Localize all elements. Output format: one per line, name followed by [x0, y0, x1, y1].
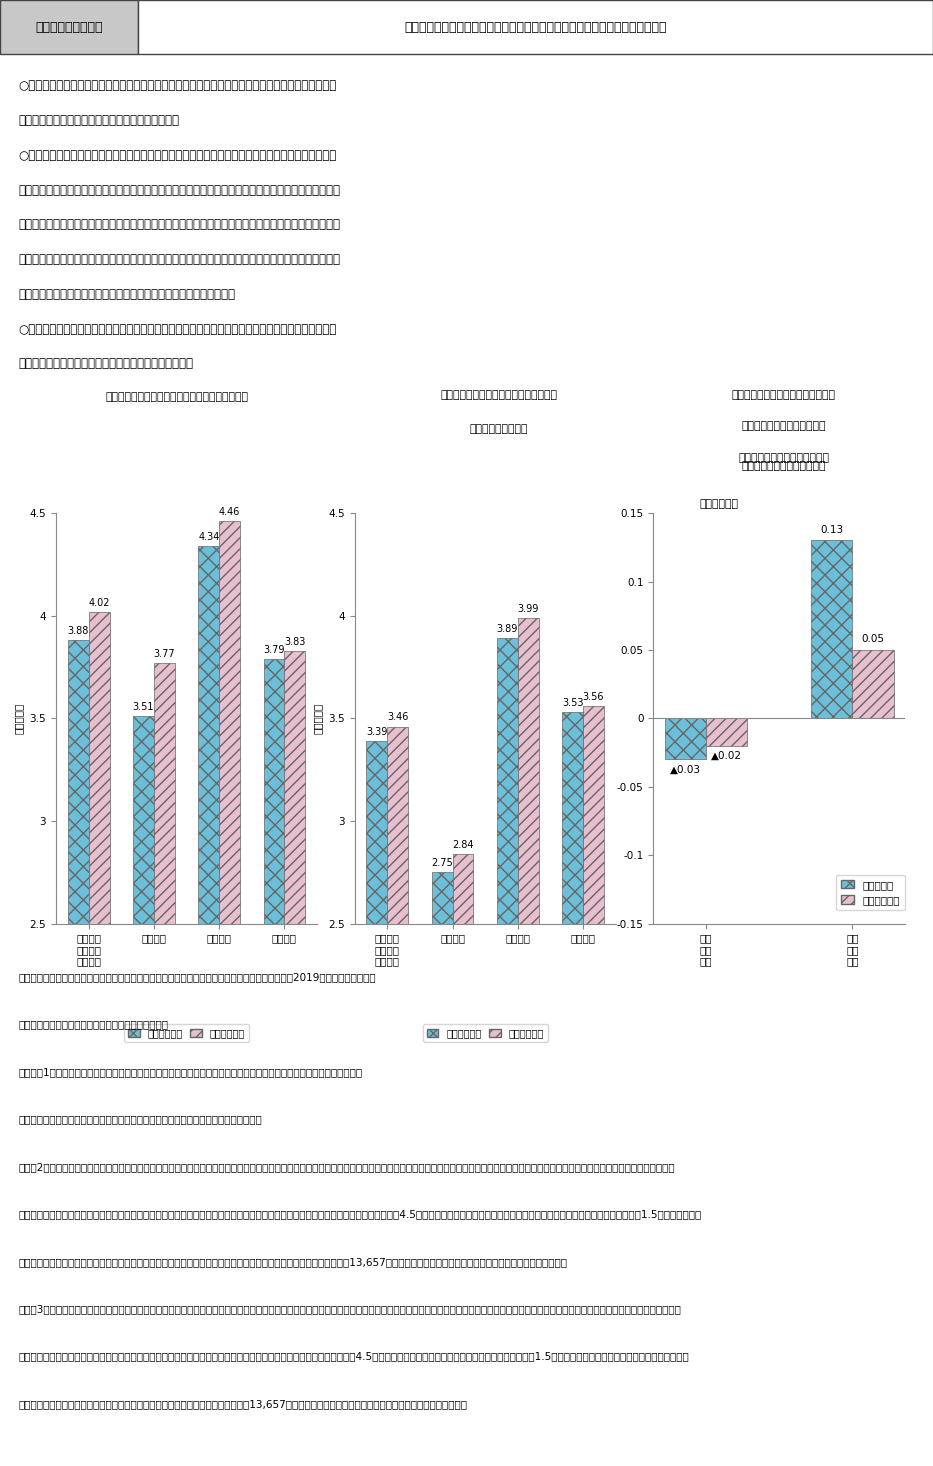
Text: 3）（２）におけるワーク・エンゲイジメント・スコアは、調査時点の主な仕事に対する認識として、「仕事をしていると、活力がみなぎるように感じる」（活力）「仕事に熱心: 3）（２）におけるワーク・エンゲイジメント・スコアは、調査時点の主な仕事に対する… — [19, 1305, 681, 1314]
Text: （１）自社の正社員に対する企業の主観的な認識: （１）自社の正社員に対する企業の主観的な認識 — [105, 391, 249, 402]
Text: いる。他方、人手適当企業では、企業は平均値より相当程度高いと認識している一方で、正社員は: いる。他方、人手適当企業では、企業は平均値より相当程度高いと認識している一方で、… — [19, 254, 341, 265]
Text: 2.84: 2.84 — [453, 840, 474, 850]
Legend: 人手不足企業, 人手適当企業: 人手不足企業, 人手適当企業 — [124, 1025, 249, 1042]
Bar — [89, 611, 109, 924]
Bar — [367, 740, 387, 924]
Bar — [432, 872, 453, 924]
Text: まらない（＝０点）」とした上で、「活力」「熱意」「没頭」の３項目について、労使の認識が把握できる13,657サンプルについて、１項目当たりの平均値として算出して: まらない（＝０点）」とした上で、「活力」「熱意」「没頭」の３項目について、労使の… — [19, 1256, 567, 1267]
Bar — [138, 0, 933, 54]
Text: 平均値（０点）からの乖離幅: 平均値（０点）からの乖離幅 — [742, 462, 826, 472]
Y-axis label: （スコア）: （スコア） — [313, 702, 323, 734]
Text: 正社員における認識: 正社員における認識 — [470, 424, 528, 434]
Bar — [264, 658, 285, 924]
Bar — [387, 727, 408, 924]
Text: （ポイント）: （ポイント） — [700, 500, 739, 509]
Legend: 企業の認識, 正社員の認識: 企業の認識, 正社員の認識 — [836, 875, 905, 910]
Bar — [497, 638, 518, 924]
Text: 2）（１）におけるスコアは、企業が認識している正社員全体の様子に対する認識として、「仕事をしていると、活力がみなぎるように感じている」（活力）、「仕事に熱心に取: 2）（１）におけるスコアは、企業が認識している正社員全体の様子に対する認識として… — [19, 1161, 675, 1171]
Text: （注）　1）人手不足企業や人手適当企業とは、自社の正社員不足について、「大いに不足」「やや不足」と回答した企業: （注） 1）人手不足企業や人手適当企業とは、自社の正社員不足について、「大いに不… — [19, 1067, 363, 1078]
Text: 「活力」「熱意」「没頭」の３項目について、労使の認識が把握できる13,657サンプルについて、１項目当たりの平均値として算出している。: 「活力」「熱意」「没頭」の３項目について、労使の認識が把握できる13,657サン… — [19, 1399, 467, 1409]
Text: ○　労使の認識のギャップを考察するに当たって、分散などの分布の特徴が労使で異なる可能性があ: ○ 労使の認識のギャップを考察するに当たって、分散などの分布の特徴が労使で異なる… — [19, 150, 337, 161]
Bar — [705, 718, 746, 746]
Bar — [518, 617, 538, 924]
Text: 平均値よりやや高い程度であり、認識にギャップが生じている。: 平均値よりやや高い程度であり、認識にギャップが生じている。 — [19, 287, 236, 301]
Bar — [812, 541, 853, 718]
Y-axis label: （スコア）: （スコア） — [14, 702, 24, 734]
Text: つい夢中になっている」（没頭）と質問した項目に対して、「あてはまる（＝６点）」「どちらかといえば、あてはまる（＝4.5点）」「どちらでもない（＝３点）」「どちら: つい夢中になっている」（没頭）と質問した項目に対して、「あてはまる（＝６点）」「… — [19, 1209, 702, 1220]
Text: 4.46: 4.46 — [219, 507, 241, 517]
Text: エンゲイジメント・スコアが低い状況にある。: エンゲイジメント・スコアが低い状況にある。 — [19, 114, 180, 128]
Text: 3.56: 3.56 — [583, 692, 605, 702]
Legend: 人手不足企業, 人手適当企業: 人手不足企業, 人手適当企業 — [423, 1025, 548, 1042]
Text: 3.39: 3.39 — [366, 727, 387, 737]
Text: 働省政策統括官付政策統括室にて独自集計: 働省政策統括官付政策統括室にて独自集計 — [19, 1019, 169, 1029]
Bar — [453, 853, 473, 924]
Text: 3.77: 3.77 — [154, 649, 175, 658]
Text: 資料出所　（独）労働政策研究・研修機構「人手不足等をめぐる現状と働き方等に関する調査」（2019年）の個票を厚生労: 資料出所 （独）労働政策研究・研修機構「人手不足等をめぐる現状と働き方等に関する… — [19, 972, 376, 982]
Text: エンゲイジメント・スコアを: エンゲイジメント・スコアを — [742, 422, 826, 431]
Bar — [68, 641, 89, 924]
Text: ○　労使の認識をみると、いずれにおいても、人手不足企業では、人手適当企業と比較し、ワーク・: ○ 労使の認識をみると、いずれにおいても、人手不足企業では、人手適当企業と比較し… — [19, 79, 337, 92]
Text: 3.99: 3.99 — [518, 604, 539, 614]
Text: 第２－（３）－７図: 第２－（３）－７図 — [35, 21, 103, 34]
Bar — [285, 651, 305, 924]
Text: ▲0.03: ▲0.03 — [670, 765, 701, 776]
Text: 3.83: 3.83 — [285, 636, 306, 647]
Text: 労使間で生じているワーク・エンゲイジメントに係る認識のギャップについて: 労使間で生じているワーク・エンゲイジメントに係る認識のギャップについて — [404, 21, 667, 34]
Text: 正規分布へ標準化した上でみた: 正規分布へ標準化した上でみた — [738, 453, 829, 463]
Text: ▲0.02: ▲0.02 — [711, 751, 742, 761]
Text: を感じることが出来ていない可能性が示唆される。: を感じることが出来ていない可能性が示唆される。 — [19, 358, 194, 371]
Bar — [0, 0, 138, 54]
Text: つい夢中になってしまう」（没頭）と質問した項目に対して、「いつも感じる（＝６点）」「よく感じる（＝4.5点）」「時々感じる（＝３点）」「めったに感じない（＝1.: つい夢中になってしまう」（没頭）と質問した項目に対して、「いつも感じる（＝６点）… — [19, 1352, 689, 1362]
Text: 0.13: 0.13 — [820, 525, 843, 535]
Text: ○　こうした結果から、人手適当企業であっても、企業が認識しているより、正社員は「働きがい」: ○ こうした結果から、人手適当企業であっても、企業が認識しているより、正社員は「… — [19, 323, 337, 336]
Text: を合致させると、人手不足企業では、労使ともに平均値より低いということで認識がほぼ合致して: を合致させると、人手不足企業では、労使ともに平均値より低いということで認識がほぼ… — [19, 218, 341, 232]
Text: を人手不足企業とし、「適当」と回答した企業を人手適当企業としている。: を人手不足企業とし、「適当」と回答した企業を人手適当企業としている。 — [19, 1114, 262, 1124]
Text: 3.53: 3.53 — [562, 698, 583, 708]
Bar — [664, 718, 705, 759]
Bar — [583, 707, 604, 924]
Text: （３）労使が認識しているワーク・: （３）労使が認識しているワーク・ — [731, 390, 836, 400]
Text: 4.34: 4.34 — [198, 532, 219, 542]
Text: 2.75: 2.75 — [431, 858, 453, 868]
Bar — [199, 545, 219, 924]
Text: るため、ワーク・エンゲイジメント・スコアを正規分布へ標準化させることで、比較のための土台: るため、ワーク・エンゲイジメント・スコアを正規分布へ標準化させることで、比較のた… — [19, 183, 341, 196]
Text: 3.88: 3.88 — [67, 626, 89, 636]
Text: 3.51: 3.51 — [132, 702, 154, 712]
Bar — [853, 649, 894, 718]
Text: 4.02: 4.02 — [89, 598, 110, 607]
Bar — [154, 663, 174, 924]
Bar — [563, 712, 583, 924]
Bar — [133, 717, 154, 924]
Bar — [219, 522, 240, 924]
Text: 3.46: 3.46 — [387, 712, 409, 723]
Text: （２）主な仕事（副業を除く）に対する: （２）主な仕事（副業を除く）に対する — [440, 390, 558, 400]
Text: 0.05: 0.05 — [861, 635, 884, 645]
Text: 3.79: 3.79 — [263, 645, 285, 655]
Text: 3.89: 3.89 — [496, 625, 518, 635]
